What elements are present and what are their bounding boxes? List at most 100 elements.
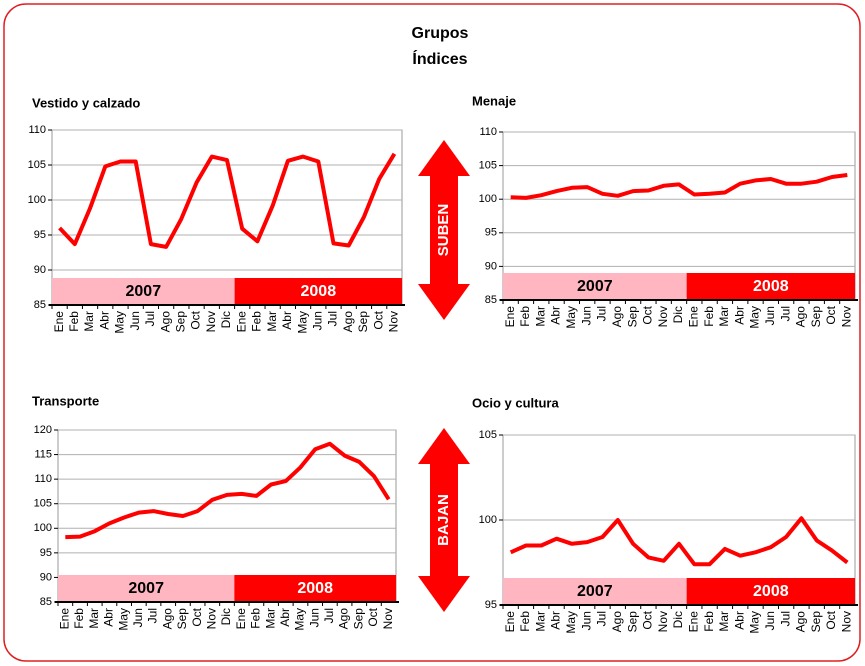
period-label: 2008 xyxy=(753,278,789,295)
x-tick-label: Feb xyxy=(518,611,532,632)
x-tick-label: Mar xyxy=(533,611,547,632)
y-tick-label: 100 xyxy=(34,522,52,534)
line xyxy=(65,441,391,540)
x-tick-label: Oct xyxy=(371,310,385,329)
y-tick-label: 110 xyxy=(479,126,497,138)
chart-title: Menaje xyxy=(472,93,516,108)
x-tick-label: Abr xyxy=(549,611,563,630)
plot-area xyxy=(57,429,397,603)
x-tick-label: Jun xyxy=(131,608,145,627)
x-tick-label: Oct xyxy=(824,610,838,629)
x-tick-label: Dic xyxy=(671,306,685,323)
x-tick-label: Dic xyxy=(671,611,685,628)
y-tick-label: 95 xyxy=(40,547,52,559)
period-band xyxy=(234,575,396,602)
x-tick-label: Jul xyxy=(326,311,340,326)
x-tick-label: Ene xyxy=(52,311,66,333)
x-tick-label: Abr xyxy=(102,608,116,627)
y-tick-label: 90 xyxy=(40,571,52,583)
title: Grupos xyxy=(412,25,469,42)
x-tick-label: Ene xyxy=(234,608,248,630)
subtitle: Índices xyxy=(412,49,467,68)
x-tick-label: Ago xyxy=(337,608,351,630)
plot-area xyxy=(502,131,856,301)
x-tick-label: Ago xyxy=(158,311,172,333)
x-tick-label: Ene xyxy=(503,306,517,328)
period-band xyxy=(234,278,402,305)
period-label: 2007 xyxy=(577,583,613,600)
x-tick-label: Abr xyxy=(732,306,746,325)
y-tick-label: 105 xyxy=(34,498,52,510)
x-tick-label: Oct xyxy=(641,305,655,324)
x-tick-label: May xyxy=(564,611,578,634)
x-tick-label: Oct xyxy=(641,610,655,629)
x-tick-label: Ago xyxy=(160,608,174,630)
x-tick-label: Jul xyxy=(146,608,160,623)
x-tick-label: Feb xyxy=(518,306,532,327)
y-tick-label: 110 xyxy=(28,124,46,136)
y-tick-label: 100 xyxy=(479,514,497,526)
x-tick-label: Jul xyxy=(143,311,157,326)
x-tick-label: Nov xyxy=(656,306,670,327)
x-tick-label: Abr xyxy=(97,311,111,330)
x-tick-label: Mar xyxy=(87,608,101,629)
x-tick-label: Ene xyxy=(686,611,700,633)
x-tick-label: Nov xyxy=(204,311,218,332)
x-tick-label: Ago xyxy=(610,306,624,328)
y-tick-label: 100 xyxy=(479,193,497,205)
x-tick-label: Jun xyxy=(579,306,593,325)
period-band xyxy=(503,578,687,605)
x-tick-label: Nov xyxy=(840,611,854,632)
x-tick-label: May xyxy=(293,608,307,631)
x-tick-label: Mar xyxy=(717,306,731,327)
x-tick-label: Nov xyxy=(656,611,670,632)
arrow xyxy=(418,140,470,320)
x-tick-label: Ago xyxy=(610,611,624,633)
y-tick-label: 120 xyxy=(34,424,52,436)
y-tick-label: 90 xyxy=(485,260,497,272)
x-tick-label: May xyxy=(113,311,127,334)
x-tick-label: Mar xyxy=(265,311,279,332)
period-band xyxy=(686,578,855,605)
y-tick-label: 95 xyxy=(485,599,497,611)
x-tick-label: Jun xyxy=(579,611,593,630)
x-tick-label: Sep xyxy=(809,611,823,633)
x-tick-label: Oct xyxy=(366,607,380,626)
line xyxy=(58,152,397,249)
x-tick-label: Feb xyxy=(67,311,81,332)
x-tick-label: May xyxy=(564,306,578,329)
period-band xyxy=(503,273,687,300)
period-band xyxy=(58,575,235,602)
x-tick-label: Jul xyxy=(595,306,609,321)
x-tick-label: May xyxy=(295,311,309,334)
x-tick-label: Mar xyxy=(533,306,547,327)
y-tick-label: 110 xyxy=(34,473,52,485)
x-tick-label: Oct xyxy=(190,607,204,626)
y-tick-label: 100 xyxy=(28,194,46,206)
x-tick-label: Nov xyxy=(387,311,401,332)
x-tick-label: Ago xyxy=(794,306,808,328)
period-band xyxy=(52,278,235,305)
chart-title: Vestido y calzado xyxy=(32,95,140,110)
x-tick-label: Ene xyxy=(234,311,248,333)
y-tick-label: 105 xyxy=(28,159,46,171)
x-tick-label: Feb xyxy=(72,608,86,629)
x-tick-label: May xyxy=(748,306,762,329)
y-tick-label: 90 xyxy=(34,264,46,276)
x-tick-label: Ene xyxy=(58,608,72,630)
x-tick-label: Sep xyxy=(809,306,823,328)
period-band xyxy=(686,273,855,300)
chart-title: Ocio y cultura xyxy=(472,395,559,410)
x-tick-label: Jul xyxy=(322,608,336,623)
line xyxy=(509,516,849,567)
x-tick-label: Nov xyxy=(204,608,218,629)
arrow xyxy=(418,428,470,612)
x-tick-label: Abr xyxy=(732,611,746,630)
x-tick-label: Dic xyxy=(219,311,233,328)
x-tick-label: Jul xyxy=(595,611,609,626)
y-tick-label: 115 xyxy=(34,448,52,460)
x-tick-label: Feb xyxy=(250,311,264,332)
x-tick-label: Oct xyxy=(189,310,203,329)
x-tick-label: Sep xyxy=(175,608,189,630)
